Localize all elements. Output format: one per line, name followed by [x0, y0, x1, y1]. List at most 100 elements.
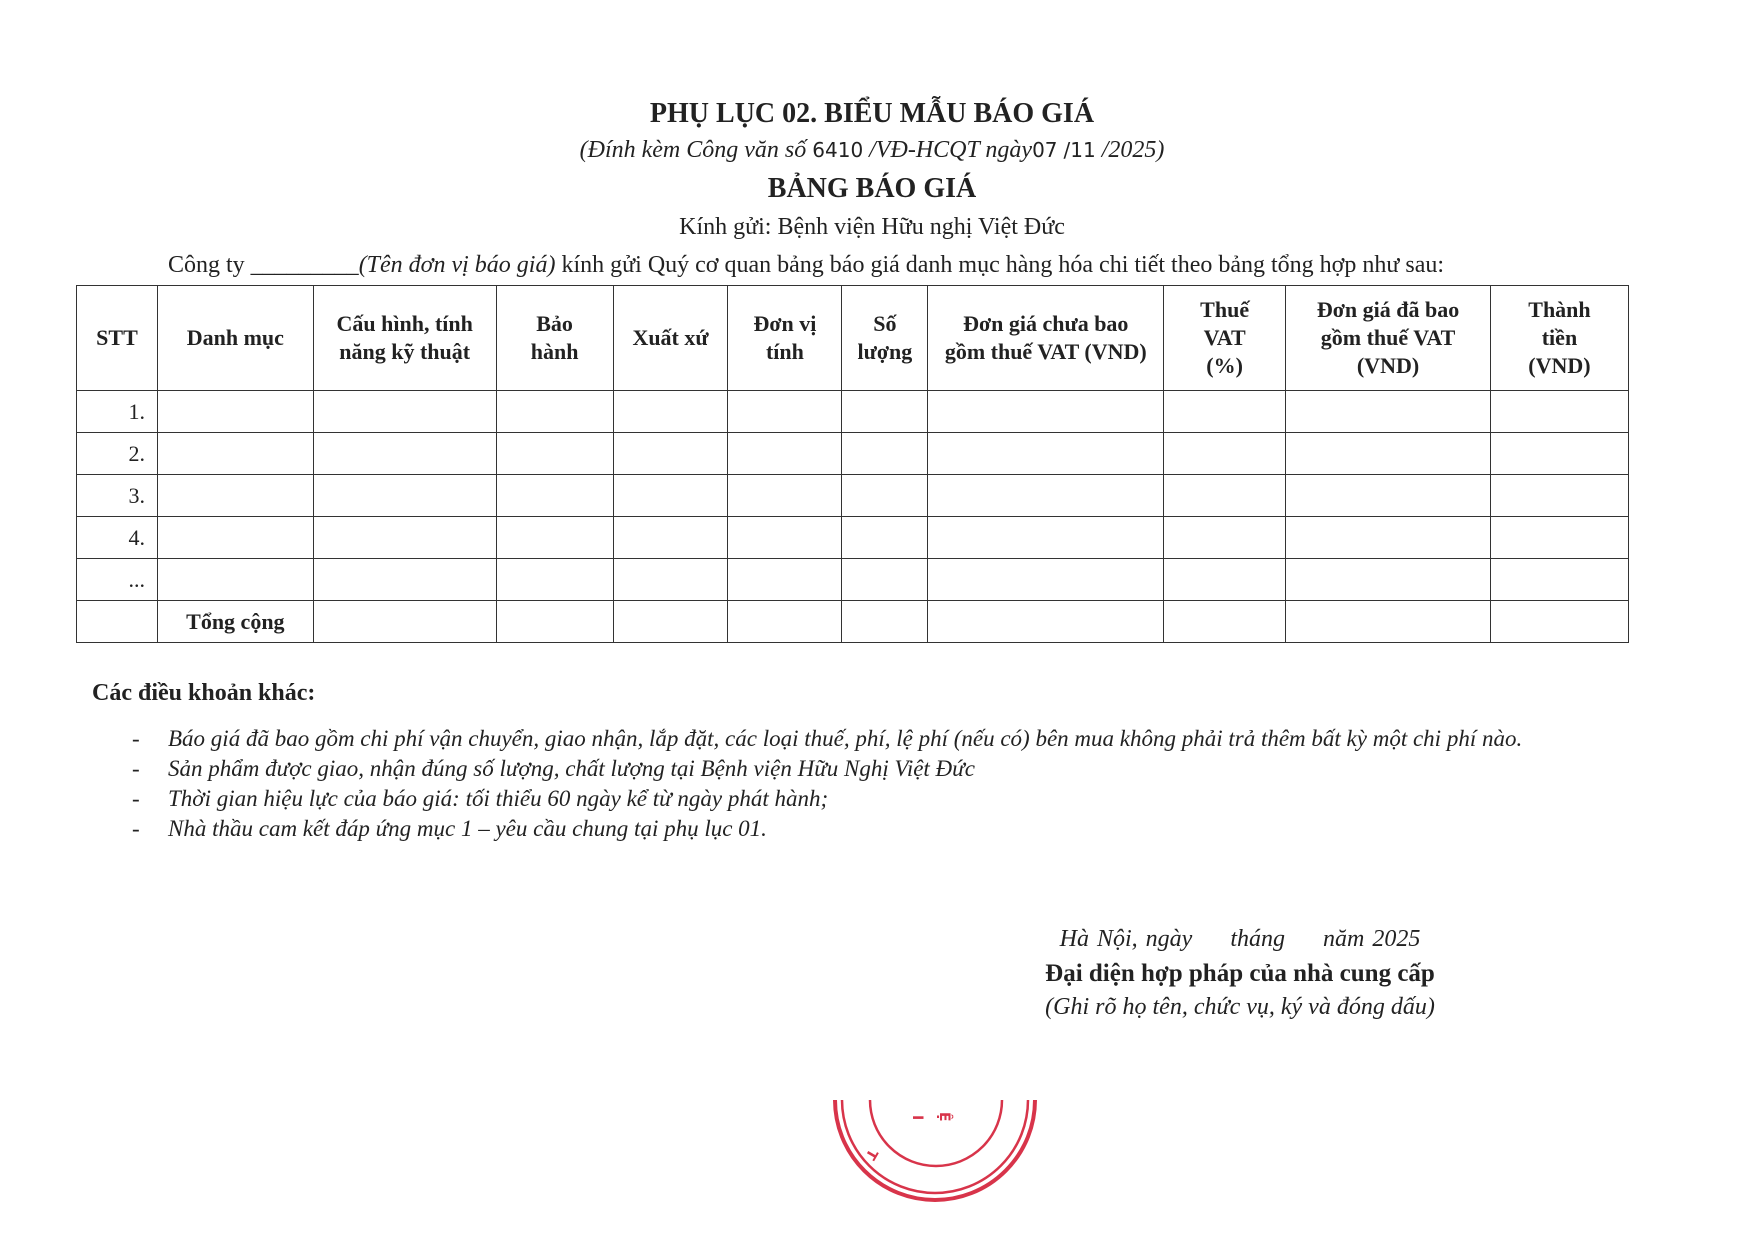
table-cell — [312, 432, 497, 475]
table-cell — [727, 516, 843, 559]
row-number: 4. — [76, 516, 158, 559]
col-header: Đơn giá đã bao gồm thuế VAT (VND) — [1285, 285, 1491, 391]
table-cell — [1285, 432, 1491, 475]
table-cell — [1163, 516, 1287, 559]
bullet-dash: - — [132, 786, 140, 811]
table-cell — [927, 558, 1165, 601]
table-cell — [727, 390, 843, 433]
table-cell — [1489, 474, 1630, 517]
table-cell — [841, 432, 929, 475]
document-subtitle: (Đính kèm Công văn số 6410 /VĐ-HCQT ngày… — [0, 137, 1744, 164]
col-header: Thành tiền (VND) — [1489, 285, 1630, 391]
table-cell — [76, 600, 158, 643]
table-cell — [612, 558, 729, 601]
table-cell — [312, 474, 497, 517]
svg-text:Ệ: Ệ — [936, 1112, 954, 1122]
table-row: 2. — [76, 432, 1630, 475]
table-cell — [1285, 516, 1491, 559]
signature-note: (Ghi rõ họ tên, chức vụ, ký và đóng dấu) — [1045, 994, 1435, 1020]
table-cell — [156, 474, 314, 517]
table-cell — [495, 474, 614, 517]
term-item: - Báo giá đã bao gồm chi phí vận chuyển, … — [132, 724, 1612, 754]
signature-date: Hà Nội, ngày tháng năm 2025 — [1059, 926, 1421, 952]
table-cell — [495, 390, 614, 433]
subtitle-mid: /VĐ-HCQT ngày — [869, 137, 1033, 163]
quotation-table: STT Danh mục Cấu hình, tính năng kỹ thuậ… — [76, 285, 1630, 643]
term-item: - Nhà thầu cam kết đáp ứng mục 1 – yêu cầ… — [132, 814, 1612, 844]
recipient: Kính gửi: Bệnh viện Hữu nghị Việt Đức — [679, 214, 1065, 240]
table-cell — [1285, 474, 1491, 517]
col-header: STT — [76, 285, 158, 391]
table-cell — [841, 516, 929, 559]
table-cell — [312, 600, 497, 643]
table-cell — [841, 558, 929, 601]
term-item: - Thời gian hiệu lực của báo giá: tối thi… — [132, 784, 1612, 814]
intro-prefix: Công ty _________ — [168, 252, 359, 278]
table-cell — [156, 558, 314, 601]
table-row: 1. — [76, 390, 1630, 433]
bullet-dash: - — [132, 756, 140, 781]
table-cell — [495, 516, 614, 559]
row-number: 1. — [76, 390, 158, 433]
red-stamp-seal: Ệ I T — [833, 1099, 1037, 1202]
total-label: Tổng cộng — [156, 600, 314, 643]
table-cell — [495, 558, 614, 601]
table-cell — [612, 432, 729, 475]
table-cell — [727, 600, 843, 643]
bullet-dash: - — [132, 726, 140, 751]
table-cell — [727, 558, 843, 601]
table-cell — [156, 390, 314, 433]
total-row: Tổng cộng — [76, 600, 1630, 643]
table-cell — [612, 516, 729, 559]
intro-italic: (Tên đơn vị báo giá) — [358, 252, 556, 278]
table-row: 3. — [76, 474, 1630, 517]
subtitle-prefix: (Đính kèm Công văn số — [579, 137, 807, 163]
table-row: 4. — [76, 516, 1630, 559]
table-cell — [927, 516, 1165, 559]
col-header: Đơn giá chưa bao gồm thuế VAT (VND) — [927, 285, 1165, 391]
table-cell — [1163, 600, 1287, 643]
document-title: PHỤ LỤC 02. BIỂU MẪU BÁO GIÁ — [649, 98, 1095, 129]
table-cell — [927, 390, 1165, 433]
table-header-row: STT Danh mục Cấu hình, tính năng kỹ thuậ… — [76, 285, 1630, 391]
col-header: Đơn vị tính — [727, 285, 843, 391]
terms-list: - Báo giá đã bao gồm chi phí vận chuyển, … — [132, 724, 1612, 844]
col-header: Thuế VAT (%) — [1163, 285, 1287, 391]
handwritten-day: 07 — [1032, 138, 1058, 162]
table-cell — [841, 600, 929, 643]
col-header: Bảo hành — [495, 285, 614, 391]
col-header: Danh mục — [156, 285, 314, 391]
table-cell — [1489, 558, 1630, 601]
table-cell — [1489, 390, 1630, 433]
table-cell — [612, 390, 729, 433]
table-cell — [927, 474, 1165, 517]
handwritten-doc-number: 6410 — [812, 138, 864, 162]
col-header: Số lượng — [841, 285, 929, 391]
table-cell — [1163, 474, 1287, 517]
table-cell — [495, 432, 614, 475]
bullet-dash: - — [132, 816, 140, 841]
table-title: BẢNG BÁO GIÁ — [767, 173, 977, 204]
table-cell — [612, 600, 729, 643]
representative-label: Đại diện hợp pháp của nhà cung cấp — [1045, 960, 1435, 987]
table-cell — [312, 390, 497, 433]
table-cell — [1285, 390, 1491, 433]
term-item: - Sản phẩm được giao, nhận đúng số lượng,… — [132, 754, 1612, 784]
table-cell — [841, 390, 929, 433]
table-cell — [727, 432, 843, 475]
handwritten-month: /11 — [1063, 138, 1096, 162]
subtitle-suffix: /2025) — [1101, 137, 1165, 163]
table-cell — [927, 432, 1165, 475]
table-cell — [1489, 432, 1630, 475]
row-number: ... — [76, 558, 158, 601]
table-cell — [1489, 600, 1630, 643]
table-cell — [312, 516, 497, 559]
intro-suffix: kính gửi Quý cơ quan bảng báo giá danh m… — [555, 252, 1445, 278]
table-cell — [1285, 600, 1491, 643]
table-cell — [1163, 558, 1287, 601]
svg-text:I: I — [909, 1115, 925, 1120]
table-row: ... — [76, 558, 1630, 601]
col-header: Xuất xứ — [612, 285, 729, 391]
table-cell — [1163, 390, 1287, 433]
table-cell — [1489, 516, 1630, 559]
